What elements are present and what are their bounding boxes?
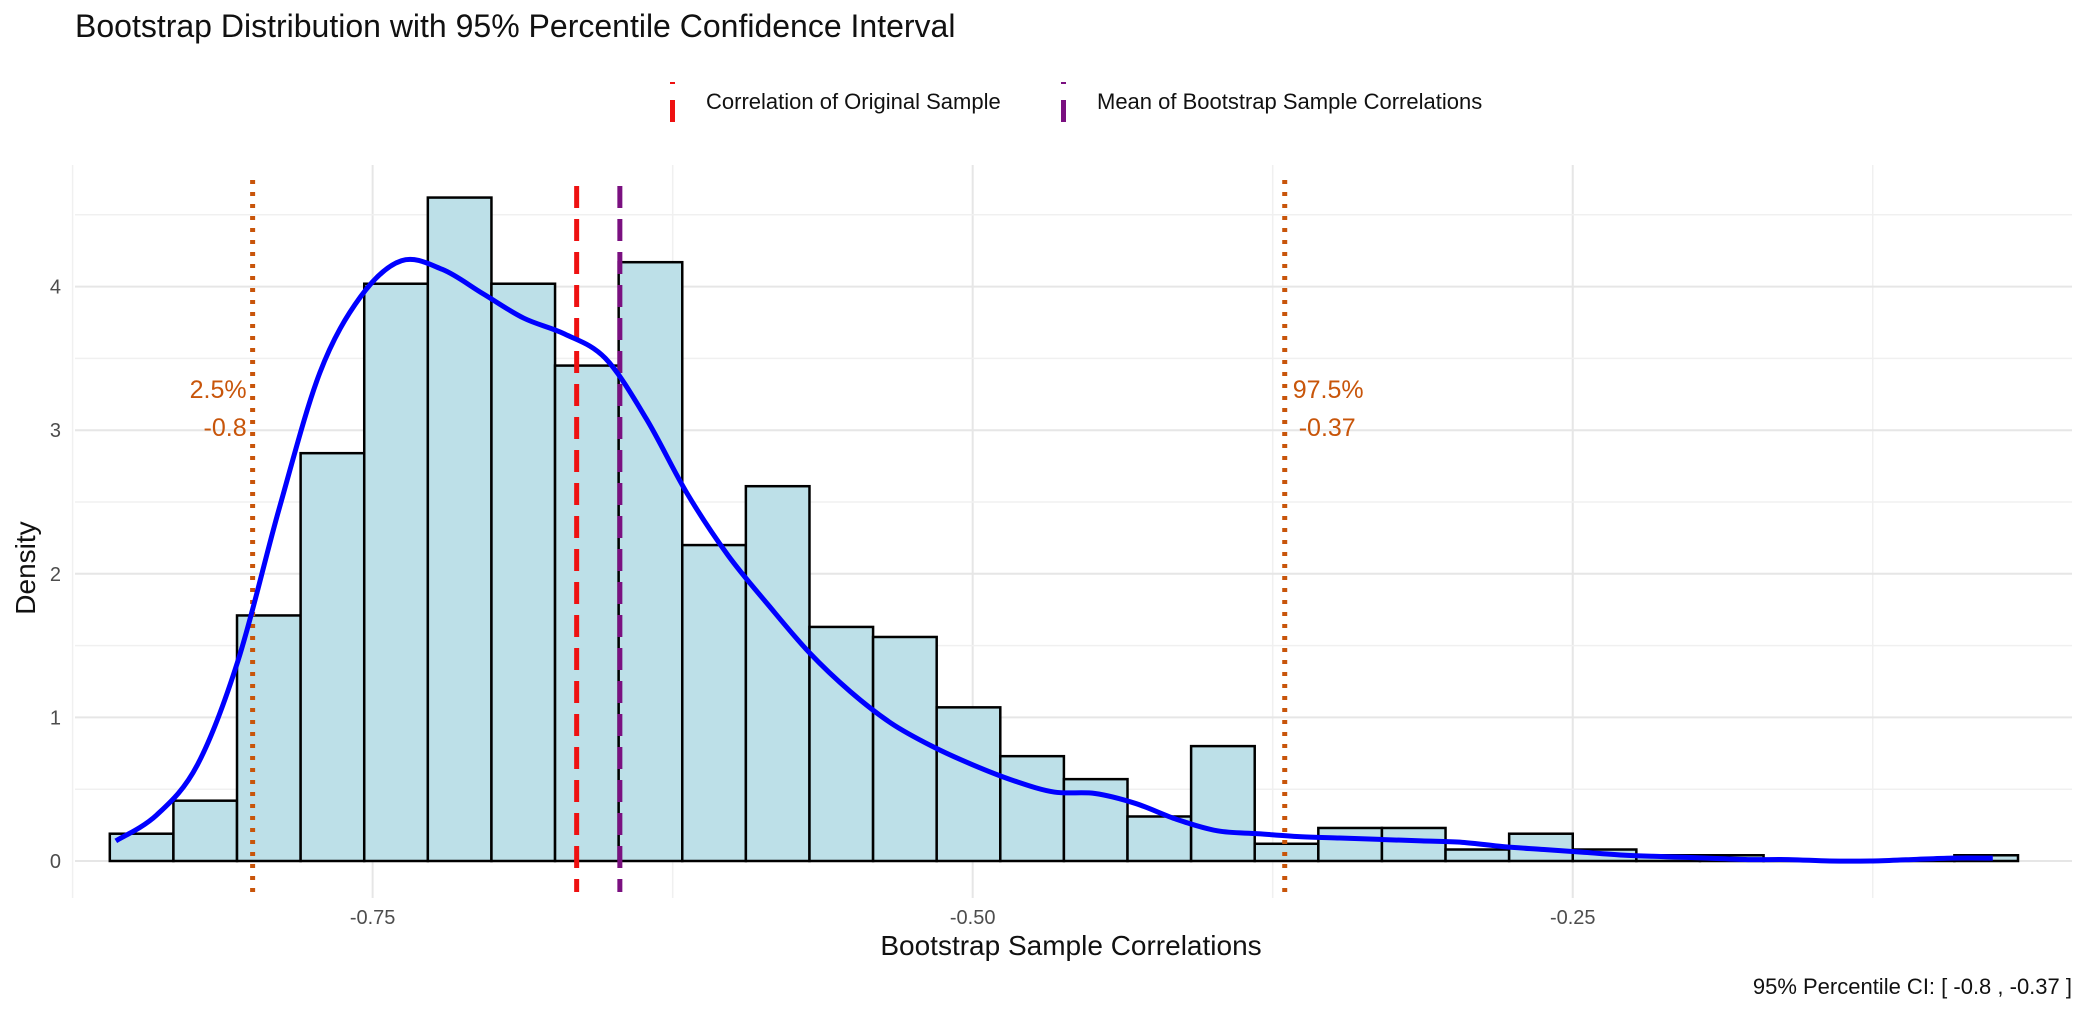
legend-key-original [652,82,692,122]
x-axis-label: Bootstrap Sample Correlations [880,930,1262,961]
ci-lower-percent-label: 2.5% [190,376,247,404]
histogram-bar [299,451,366,863]
chart-title: Bootstrap Distribution with 95% Percenti… [75,8,956,44]
density-curve-group [114,256,1993,864]
y-tick-label: 1 [50,707,61,729]
legend-label-mean: Mean of Bootstrap Sample Correlations [1097,89,1483,114]
histogram-bar [871,635,938,863]
y-axis-label: Density [10,521,41,615]
axis-ticks: -0.75 -0.50 -0.25 0 1 2 3 4 [50,277,1596,929]
histogram-bar [362,282,430,863]
density-curve [114,256,1993,864]
x-tick-label: -0.50 [950,907,996,929]
histogram-bars [108,196,2020,863]
ci-upper-value-label: -0.37 [1299,414,1356,442]
histogram-bar [1444,848,1511,863]
x-tick-label: -0.75 [350,907,396,929]
histogram-bar [553,364,620,863]
ci-annotations: 2.5% -0.8 97.5% -0.37 [190,376,1364,442]
reference-lines [250,180,1288,892]
legend-label-original: Correlation of Original Sample [706,89,1001,114]
histogram-bar [744,484,811,863]
legend-item-original: Correlation of Original Sample [652,82,1001,122]
ci-upper-percent-label: 97.5% [1293,376,1364,404]
y-tick-label: 4 [50,277,61,299]
histogram-bar [172,799,239,863]
y-tick-label: 3 [50,420,61,442]
histogram-bar [1380,826,1447,863]
ci-lower-value-label: -0.8 [204,414,247,442]
histogram-bar [935,706,1002,863]
histogram-bar [681,543,748,863]
histogram-bar [490,282,557,863]
y-tick-label: 0 [50,851,61,873]
histogram-bar [1126,815,1193,863]
legend: Correlation of Original Sample Mean of B… [0,82,2084,122]
histogram-bar [999,754,1066,863]
x-tick-label: -0.25 [1550,907,1596,929]
histogram-bar [235,614,302,863]
legend-item-mean: Mean of Bootstrap Sample Correlations [1043,82,1482,122]
histogram-bar [617,260,684,863]
y-tick-label: 2 [50,564,61,586]
histogram-bar [1317,826,1384,863]
histogram-bar [426,196,493,863]
histogram-bar [1189,744,1256,863]
legend-key-mean [1043,82,1083,122]
ci-caption: 95% Percentile CI: [ -0.8 , -0.37 ] [1752,974,2072,999]
